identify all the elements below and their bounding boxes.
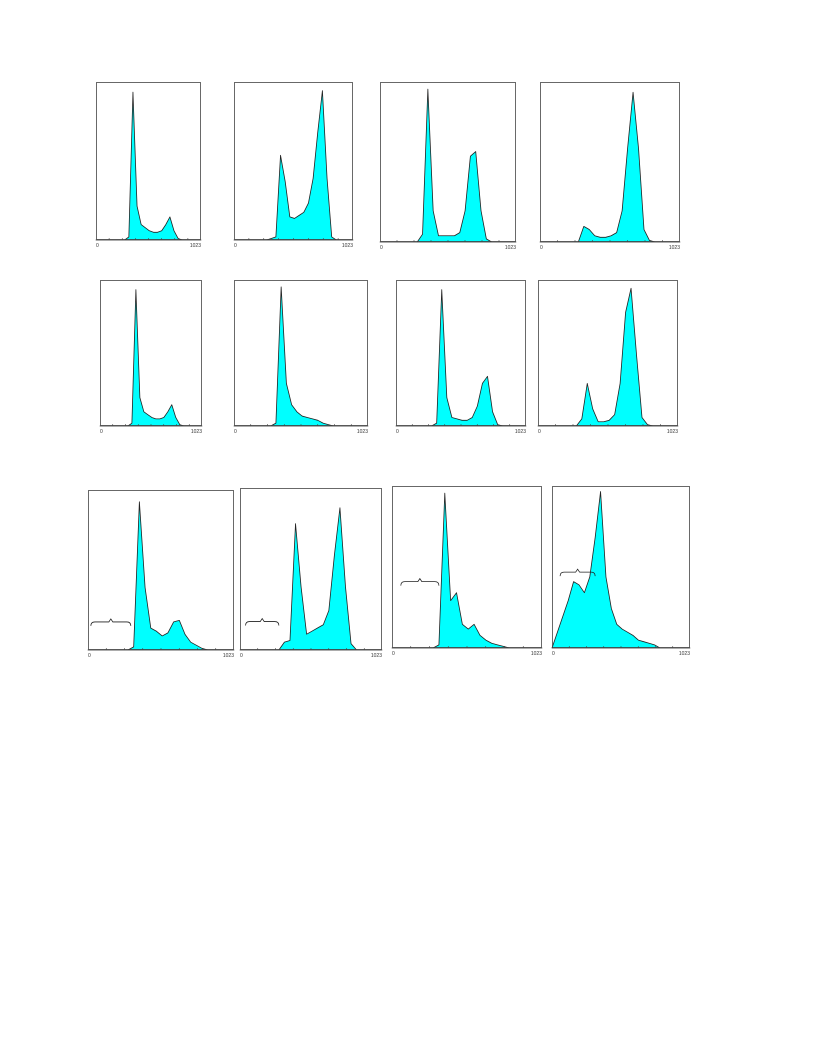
histogram-area — [537, 287, 679, 427]
tick-label: 1023 — [357, 429, 368, 435]
tick-label: 0 — [392, 651, 395, 657]
tick-label: 1023 — [371, 653, 382, 659]
histogram-panel: 0 1023 — [539, 82, 681, 251]
histogram-svg: 0 1023 — [87, 490, 235, 659]
histogram-panel: 0 1023 — [233, 82, 354, 249]
tick-label: 0 — [396, 429, 399, 435]
tick-label: 1023 — [531, 651, 542, 657]
bracket-annotation — [400, 577, 440, 586]
plot-frame — [540, 82, 680, 242]
histogram-panel: 0 1023 — [99, 280, 203, 435]
histogram-panel: 0 1023 — [551, 486, 691, 657]
histogram-svg: 0 1023 — [99, 280, 203, 435]
histogram-area — [99, 289, 203, 427]
histogram-svg: 0 1023 — [537, 280, 679, 435]
histogram-panel: 0 1023 — [379, 82, 517, 251]
histogram-panel: 0 1023 — [391, 486, 543, 657]
histogram-panel: 0 1023 — [395, 280, 527, 435]
histogram-area — [87, 501, 235, 651]
histogram-area — [233, 286, 369, 427]
tick-label: 0 — [540, 245, 543, 251]
plot-frame — [234, 82, 353, 240]
bracket-annotation — [90, 618, 132, 626]
tick-label: 1023 — [191, 429, 202, 435]
histogram-svg: 0 1023 — [233, 280, 369, 435]
tick-label: 1023 — [190, 243, 201, 249]
bracket-annotation — [559, 568, 596, 577]
histogram-panel: 0 1023 — [239, 488, 383, 659]
plot-frame — [392, 486, 542, 648]
plot-frame — [234, 280, 368, 426]
tick-label: 1023 — [223, 653, 234, 659]
histogram-area — [95, 91, 202, 241]
plot-frame — [538, 280, 678, 426]
histogram-svg: 0 1023 — [239, 488, 383, 659]
tick-label: 0 — [380, 245, 383, 251]
bracket-annotation — [245, 617, 280, 626]
tick-label: 1023 — [669, 245, 680, 251]
tick-label: 0 — [100, 429, 103, 435]
histogram-area — [239, 507, 383, 651]
tick-label: 1023 — [342, 243, 353, 249]
tick-label: 1023 — [679, 651, 690, 657]
tick-label: 0 — [552, 651, 555, 657]
histogram-panel: 0 1023 — [537, 280, 679, 435]
histogram-panel: 0 1023 — [87, 490, 235, 659]
histogram-panel: 0 1023 — [95, 82, 202, 249]
tick-label: 0 — [88, 653, 91, 659]
tick-label: 0 — [234, 429, 237, 435]
histogram-svg: 0 1023 — [233, 82, 354, 249]
histogram-svg: 0 1023 — [391, 486, 543, 657]
histogram-panel: 0 1023 — [233, 280, 369, 435]
histogram-svg: 0 1023 — [95, 82, 202, 249]
histogram-svg: 0 1023 — [551, 486, 691, 657]
tick-label: 1023 — [667, 429, 678, 435]
histogram-area — [395, 289, 527, 427]
histogram-area — [233, 90, 354, 241]
histogram-area — [391, 492, 543, 649]
tick-label: 1023 — [505, 245, 516, 251]
tick-label: 0 — [538, 429, 541, 435]
tick-label: 0 — [234, 243, 237, 249]
plot-frame — [240, 488, 382, 650]
plot-frame — [88, 490, 234, 650]
histogram-area — [539, 91, 681, 243]
plot-frame — [380, 82, 516, 242]
tick-label: 1023 — [515, 429, 526, 435]
histogram-svg: 0 1023 — [379, 82, 517, 251]
plot-frame — [100, 280, 202, 426]
plot-frame — [96, 82, 201, 240]
tick-label: 0 — [96, 243, 99, 249]
histogram-area — [379, 88, 517, 243]
histogram-svg: 0 1023 — [395, 280, 527, 435]
plot-frame — [396, 280, 526, 426]
histogram-area — [551, 491, 691, 649]
tick-label: 0 — [240, 653, 243, 659]
histogram-svg: 0 1023 — [539, 82, 681, 251]
